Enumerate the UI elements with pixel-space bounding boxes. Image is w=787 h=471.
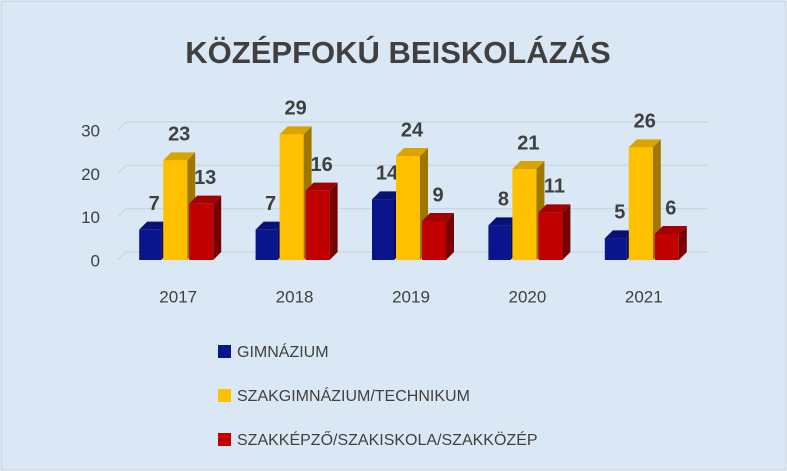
bar-top	[538, 204, 571, 213]
x-tick-label: 2019	[392, 287, 430, 306]
legend-label: SZAKKÉPZŐ/SZAKISKOLA/SZAKKÖZÉP	[237, 430, 538, 449]
bar-top	[189, 195, 222, 204]
bar-front	[538, 212, 563, 260]
x-tick-label: 2020	[508, 287, 546, 306]
data-label: 7	[149, 193, 160, 215]
bar	[628, 139, 661, 260]
bar-front	[396, 156, 420, 260]
data-label: 24	[401, 119, 424, 141]
y-tick-label: 0	[91, 251, 100, 270]
bar	[654, 226, 687, 260]
data-label: 8	[498, 189, 509, 211]
data-label: 23	[168, 124, 190, 146]
bar-front	[372, 199, 394, 260]
bar-top	[654, 226, 687, 234]
bar-top	[488, 217, 519, 226]
bar-front	[163, 160, 188, 260]
data-label: 5	[614, 202, 625, 224]
bar-top	[422, 213, 454, 221]
bar-top	[512, 161, 545, 169]
data-label: 21	[517, 132, 539, 154]
bar-top	[255, 221, 286, 230]
chart-title: KÖZÉPFOKÚ BEISKOLÁZÁS	[185, 34, 610, 70]
bar-top	[372, 191, 402, 200]
bar	[538, 204, 571, 260]
legend-swatch	[218, 345, 231, 358]
bar-top	[305, 182, 338, 191]
data-label: 14	[376, 163, 399, 185]
legend-swatch	[218, 433, 231, 446]
data-label: 26	[634, 111, 656, 133]
bar-front	[189, 203, 214, 260]
legend-swatch	[218, 389, 231, 402]
bar-front	[279, 134, 304, 260]
bar-top	[279, 126, 312, 135]
bar-side	[446, 213, 454, 260]
legend-label: GIMNÁZIUM	[237, 342, 329, 361]
data-label: 16	[310, 154, 332, 176]
bar-side	[678, 226, 687, 260]
x-tick-label: 2018	[276, 287, 314, 306]
bar-front	[139, 229, 162, 260]
x-tick-label: 2017	[159, 287, 197, 306]
bar-top	[628, 139, 661, 148]
bar-front	[512, 169, 537, 260]
bar-front	[604, 238, 627, 260]
bar-front	[422, 221, 446, 260]
bar-side	[652, 139, 661, 260]
data-label: 7	[265, 193, 276, 215]
data-label: 6	[665, 197, 676, 219]
grid-line	[117, 164, 708, 174]
bar-top	[604, 230, 635, 239]
bar-side	[213, 195, 222, 260]
bar	[189, 195, 222, 260]
bar-side	[562, 204, 571, 260]
data-label: 13	[194, 167, 216, 189]
bar	[305, 182, 338, 260]
bar-front	[305, 190, 330, 260]
bar-front	[488, 225, 511, 260]
bar-front	[654, 234, 679, 260]
bar-front	[255, 229, 278, 260]
bar-top	[139, 221, 170, 230]
data-label: 11	[544, 176, 565, 198]
y-tick-label: 20	[81, 165, 100, 184]
bar-side	[329, 182, 338, 260]
bar-front	[628, 147, 653, 260]
data-label: 9	[432, 184, 443, 206]
y-tick-label: 10	[81, 208, 100, 227]
bar-top	[396, 148, 428, 156]
y-tick-label: 30	[81, 121, 100, 140]
x-tick-label: 2021	[625, 287, 663, 306]
bar-top	[163, 152, 196, 161]
bar	[422, 213, 454, 260]
legend-label: SZAKGIMNÁZIUM/TECHNIKUM	[237, 386, 470, 405]
grid-line	[117, 121, 708, 131]
data-label: 29	[284, 98, 306, 120]
